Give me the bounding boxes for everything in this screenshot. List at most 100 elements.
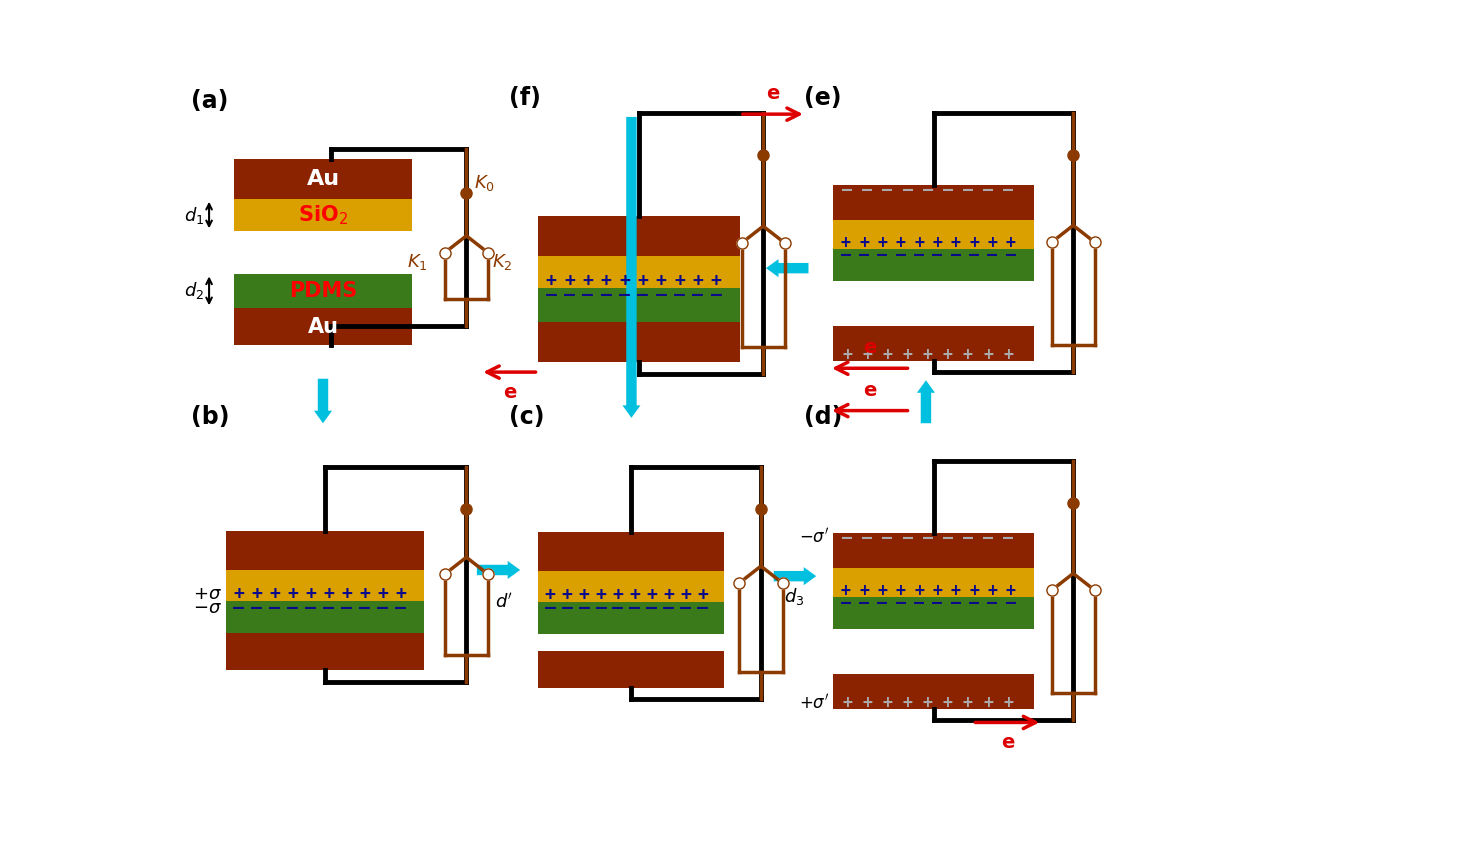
Text: –: – <box>969 246 979 264</box>
Text: –: – <box>664 599 674 617</box>
Text: –: – <box>583 286 593 304</box>
Text: $+\sigma'$: $+\sigma'$ <box>799 693 829 713</box>
Text: (b): (b) <box>191 404 230 428</box>
Bar <box>832 674 1035 709</box>
Text: –: – <box>951 594 960 612</box>
Text: $-\sigma$: $-\sigma$ <box>192 598 222 616</box>
Text: +: + <box>251 585 263 603</box>
Text: –: – <box>596 599 606 617</box>
Text: +: + <box>859 581 869 599</box>
Text: $d_1$: $d_1$ <box>184 204 204 226</box>
Text: (c): (c) <box>509 404 545 428</box>
Text: –: – <box>395 598 405 616</box>
Text: –: – <box>612 599 624 617</box>
Text: +: + <box>656 272 666 290</box>
Bar <box>226 601 424 634</box>
Bar <box>226 634 424 670</box>
Text: –: – <box>932 246 942 264</box>
Text: +: + <box>596 586 606 604</box>
Text: PDMS: PDMS <box>289 280 357 301</box>
Text: +: + <box>680 586 691 604</box>
Text: $d_3$: $d_3$ <box>784 587 804 607</box>
Text: –: – <box>674 286 686 304</box>
Text: (e): (e) <box>803 86 841 110</box>
Text: +: + <box>341 585 352 603</box>
Text: +: + <box>693 272 703 290</box>
Text: +: + <box>578 586 590 604</box>
Text: +: + <box>969 581 979 599</box>
Bar <box>233 308 413 345</box>
Text: +: + <box>562 586 573 604</box>
Text: +: + <box>984 694 994 712</box>
Text: –: – <box>600 286 612 304</box>
Text: +: + <box>951 581 960 599</box>
Text: –: – <box>360 598 370 616</box>
Bar <box>832 568 1035 597</box>
Text: +: + <box>583 272 593 290</box>
Text: +: + <box>360 585 370 603</box>
Text: –: – <box>251 598 263 616</box>
Text: Au: Au <box>307 168 339 189</box>
Text: –: – <box>843 181 851 199</box>
Text: –: – <box>923 529 932 547</box>
Text: +: + <box>932 233 942 251</box>
Text: –: – <box>323 598 333 616</box>
Text: $K_2$: $K_2$ <box>492 252 512 272</box>
Text: +: + <box>903 346 913 364</box>
Text: –: – <box>878 594 888 612</box>
Text: +: + <box>862 694 872 712</box>
Text: +: + <box>988 581 997 599</box>
Text: +: + <box>932 581 942 599</box>
Text: –: – <box>680 599 691 617</box>
Text: +: + <box>711 272 722 290</box>
Bar <box>832 533 1035 568</box>
Text: (f): (f) <box>509 86 540 110</box>
Text: +: + <box>646 586 658 604</box>
Text: –: – <box>988 246 997 264</box>
Text: –: – <box>546 286 556 304</box>
Text: SiO$_2$: SiO$_2$ <box>298 203 348 227</box>
Text: +: + <box>841 581 851 599</box>
Text: –: – <box>988 594 997 612</box>
Text: e: e <box>766 85 780 103</box>
Text: –: – <box>1006 594 1016 612</box>
Text: –: – <box>646 599 658 617</box>
Text: –: – <box>1006 246 1016 264</box>
Text: +: + <box>545 586 556 604</box>
Bar <box>832 249 1035 281</box>
Text: +: + <box>951 233 960 251</box>
Bar <box>233 274 413 308</box>
Text: –: – <box>984 529 994 547</box>
Text: +: + <box>843 694 851 712</box>
Text: +: + <box>882 346 893 364</box>
Text: +: + <box>878 233 888 251</box>
Text: +: + <box>546 272 556 290</box>
Text: –: – <box>630 599 640 617</box>
Bar <box>539 288 740 322</box>
Bar <box>233 159 413 199</box>
Text: +: + <box>288 585 298 603</box>
Text: +: + <box>895 581 906 599</box>
Bar <box>832 185 1035 220</box>
Text: +: + <box>862 346 872 364</box>
Text: e: e <box>863 339 876 357</box>
Text: –: – <box>915 246 923 264</box>
Bar <box>539 602 724 634</box>
Text: –: – <box>841 246 851 264</box>
Text: –: – <box>305 598 316 616</box>
Text: –: – <box>862 529 872 547</box>
Text: –: – <box>942 181 953 199</box>
Text: +: + <box>674 272 686 290</box>
Text: +: + <box>564 272 575 290</box>
Text: +: + <box>1003 694 1013 712</box>
Bar <box>539 533 724 571</box>
Text: –: – <box>697 599 708 617</box>
Text: –: – <box>859 246 869 264</box>
Text: +: + <box>963 694 973 712</box>
Text: –: – <box>656 286 666 304</box>
Text: –: – <box>619 286 630 304</box>
Bar <box>233 199 413 231</box>
Text: –: – <box>377 598 388 616</box>
Text: +: + <box>1003 346 1013 364</box>
Text: $K_1$: $K_1$ <box>407 252 427 272</box>
